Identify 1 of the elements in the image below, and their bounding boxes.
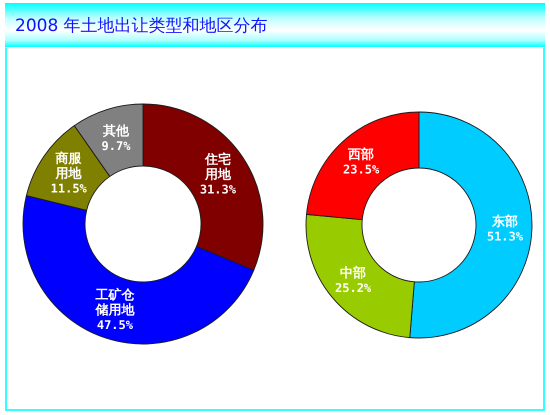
title: 2008 年土地出让类型和地区分布: [15, 16, 268, 36]
